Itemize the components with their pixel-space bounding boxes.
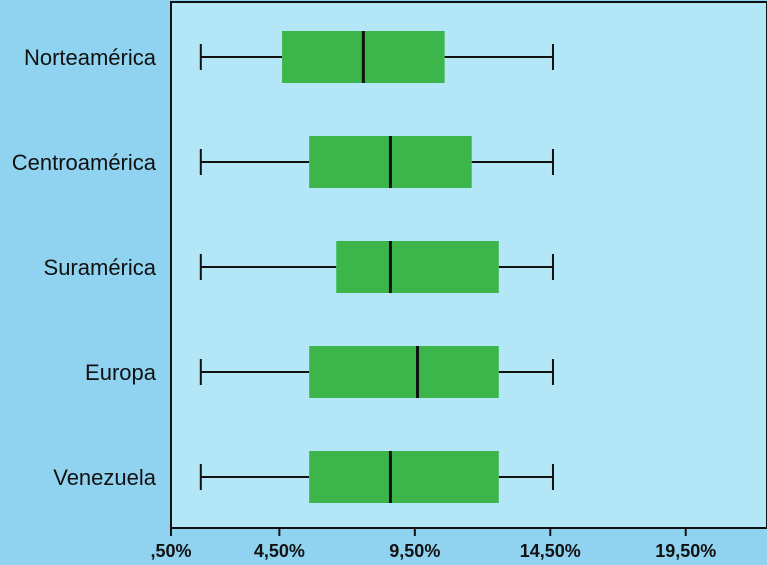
x-tick-label: ,50% <box>150 541 191 561</box>
category-label: Suramérica <box>44 255 157 280</box>
boxplot-venezuela <box>199 451 554 503</box>
boxplot-marks <box>199 31 554 503</box>
value-axis: ,50% 4,50% 9,50% 14,50% 19,50% <box>150 527 767 561</box>
category-label: Centroamérica <box>12 150 157 175</box>
boxplot-europa <box>199 346 554 398</box>
category-label: Venezuela <box>53 465 157 490</box>
x-tick-label: 14,50% <box>520 541 581 561</box>
boxplot-suramerica <box>199 241 554 293</box>
box-venezuela <box>309 451 499 503</box>
x-tick-label: 19,50% <box>655 541 716 561</box>
box-europa <box>309 346 499 398</box>
box-suramerica <box>336 241 499 293</box>
category-label: Europa <box>85 360 157 385</box>
boxplot-centroamerica <box>199 136 554 188</box>
x-tick-label: 9,50% <box>389 541 440 561</box>
boxplot-norteamerica <box>199 31 554 83</box>
x-tick-label: 4,50% <box>254 541 305 561</box>
category-label: Norteamérica <box>24 45 157 70</box>
category-axis: Norteamérica Centroamérica Suramérica Europ… <box>12 45 157 490</box>
